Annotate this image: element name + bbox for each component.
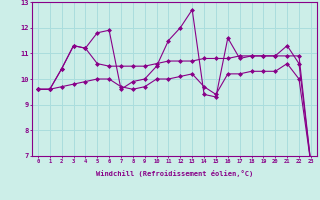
X-axis label: Windchill (Refroidissement éolien,°C): Windchill (Refroidissement éolien,°C) [96,170,253,177]
